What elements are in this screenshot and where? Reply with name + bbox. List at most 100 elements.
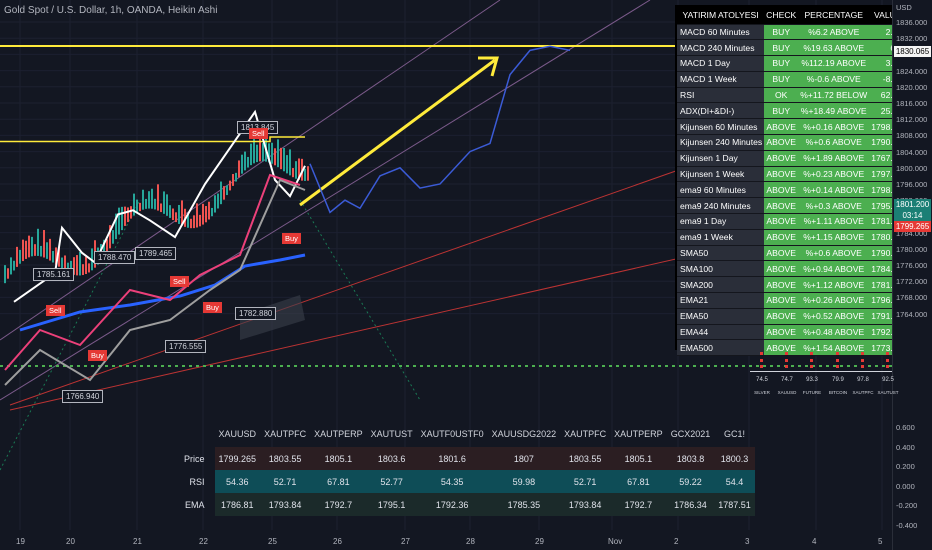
price-scale[interactable]: USD 1836.0001832.0001828.0001824.0001820… — [892, 0, 932, 550]
trend-line — [0, 199, 141, 471]
bottom-table-header: XAUTPFC — [264, 428, 307, 439]
price-tick: 1832.000 — [896, 34, 928, 44]
time-tick: 22 — [199, 537, 208, 546]
signal-sell: Sell — [46, 305, 65, 316]
panel-cell-pct: %+1.15 ABOVE — [798, 229, 870, 246]
bands-line — [4, 178, 306, 386]
price-tick: 1764.000 — [896, 309, 928, 319]
price-label: 1776.555 — [165, 340, 207, 353]
candle — [166, 194, 168, 216]
price-label: 1782.880 — [235, 307, 277, 320]
panel-cell-pct: %+1.54 ABOVE — [798, 339, 870, 356]
panel-row: SMA200 ABOVE %+1.12 ABOVE 1781.18 — [677, 276, 907, 293]
mini-value: 74.7 — [781, 377, 793, 383]
bottom-table-cell: 1803.8 — [666, 447, 715, 470]
price-tick: 1812.000 — [896, 115, 928, 125]
mini-bar — [861, 352, 864, 368]
bottom-table-cell: 52.77 — [366, 470, 417, 493]
bottom-table-cell: 1786.34 — [666, 493, 715, 516]
candle — [238, 160, 240, 178]
bottom-table-header: XAUTPERP — [614, 428, 663, 439]
time-tick: Nov — [608, 537, 623, 546]
bottom-table-header: GCX2021 — [670, 428, 711, 439]
panel-cell-check: BUY — [764, 55, 799, 72]
candle — [76, 255, 78, 276]
candle — [148, 191, 150, 209]
mini-value: 93.3 — [806, 377, 818, 383]
candle — [298, 158, 300, 180]
candle — [64, 255, 66, 271]
bottom-table-cell: 1785.35 — [487, 493, 561, 516]
candle — [154, 198, 156, 210]
panel-cell-pct: %-0.6 ABOVE — [798, 71, 870, 88]
candle — [16, 246, 18, 267]
price-tick: 1804.000 — [896, 147, 928, 157]
bottom-table-cell: 1800.3 — [714, 447, 755, 470]
candle — [52, 250, 54, 263]
panel-cell-pct: %+18.49 ABOVE — [798, 102, 870, 119]
panel-cell-check: ABOVE — [764, 150, 799, 167]
candle — [175, 212, 177, 223]
mini-bar — [760, 352, 763, 368]
panel-cell-name: Kijunsen 1 Day — [677, 150, 765, 167]
panel-cell-name: Kijunsen 60 Minutes — [677, 118, 765, 135]
panel-row: ema9 1 Day ABOVE %+1.11 ABOVE 1781.41 — [677, 213, 907, 230]
candle — [259, 135, 261, 162]
candle — [226, 185, 228, 196]
bottom-table-cell: 1805.1 — [610, 447, 667, 470]
bottom-table-header: GC1! — [723, 428, 745, 439]
panel-row: EMA21 ABOVE %+0.26 ABOVE 1796.49 — [677, 292, 907, 309]
candle — [127, 207, 129, 223]
trend-line — [0, 0, 501, 341]
panel-cell-pct: %+11.72 BELOW — [798, 87, 870, 103]
panel-cell-name: ADX(DI+&DI-) — [677, 102, 765, 119]
panel-cell-name: Kijunsen 240 Minutes — [677, 134, 765, 151]
candle — [124, 206, 126, 226]
price-tick: 1836.000 — [896, 18, 928, 27]
price-tick: 1784.000 — [896, 228, 928, 238]
panel-cell-name: EMA50 — [677, 308, 765, 325]
panel-cell-pct: %+0.48 ABOVE — [798, 324, 870, 340]
bottom-table-cell: 54.36 — [214, 470, 261, 493]
bottom-table-row: RSI 54.36 52.71 67.81 52.77 54.35 59.98 52.71 67… — [180, 470, 755, 493]
panel-cell-pct: %19.63 ABOVE — [798, 39, 870, 56]
bottom-table-cell: 54.35 — [416, 470, 488, 493]
panel-cell-check: ABOVE — [764, 166, 799, 182]
candle — [19, 249, 21, 264]
panel-row: ema9 60 Minutes ABOVE %+0.14 ABOVE 1798.73 — [677, 181, 907, 198]
candle — [151, 188, 153, 209]
candle — [115, 213, 117, 240]
rsi-tick: 0.200 — [896, 462, 915, 471]
candle — [205, 206, 207, 223]
panel-row: ema9 1 Week ABOVE %+1.15 ABOVE 1780.76 — [677, 229, 907, 246]
panel-cell-name: SMA100 — [677, 260, 765, 277]
candle — [181, 200, 183, 226]
bottom-table-cell: 1803.6 — [366, 447, 417, 470]
panel-header: PERCENTAGE — [798, 7, 870, 24]
bottom-table-header: XAUUSD — [218, 428, 257, 439]
currency-label: USD — [896, 3, 912, 12]
panel-row: Kijunsen 1 Day ABOVE %+1.89 ABOVE 1767.78 — [677, 150, 907, 167]
candle — [283, 147, 285, 172]
panel-cell-check: ABOVE — [764, 134, 799, 151]
candle — [139, 202, 141, 212]
panel-cell-check: ABOVE — [764, 324, 799, 340]
price-tick: 1796.000 — [896, 180, 928, 189]
chart-title: Gold Spot / U.S. Dollar, 1h, OANDA, Heik… — [4, 5, 218, 16]
price-tick: 1824.000 — [896, 66, 928, 76]
bottom-table-cell: 59.22 — [666, 470, 715, 493]
panel-cell-name: Kijunsen 1 Week — [677, 166, 765, 182]
candle — [145, 198, 147, 209]
panel-cell-check: ABOVE — [764, 276, 799, 293]
candle — [202, 203, 204, 225]
candle — [142, 189, 144, 210]
panel-cell-check: BUY — [764, 71, 799, 88]
price-label: 1789.465 — [135, 247, 177, 260]
panel-cell-check: ABOVE — [764, 213, 799, 230]
panel-cell-name: ema9 1 Day — [677, 213, 765, 230]
candle — [61, 257, 63, 269]
mini-bar — [785, 352, 788, 368]
panel-cell-name: MACD 1 Week — [677, 71, 765, 88]
